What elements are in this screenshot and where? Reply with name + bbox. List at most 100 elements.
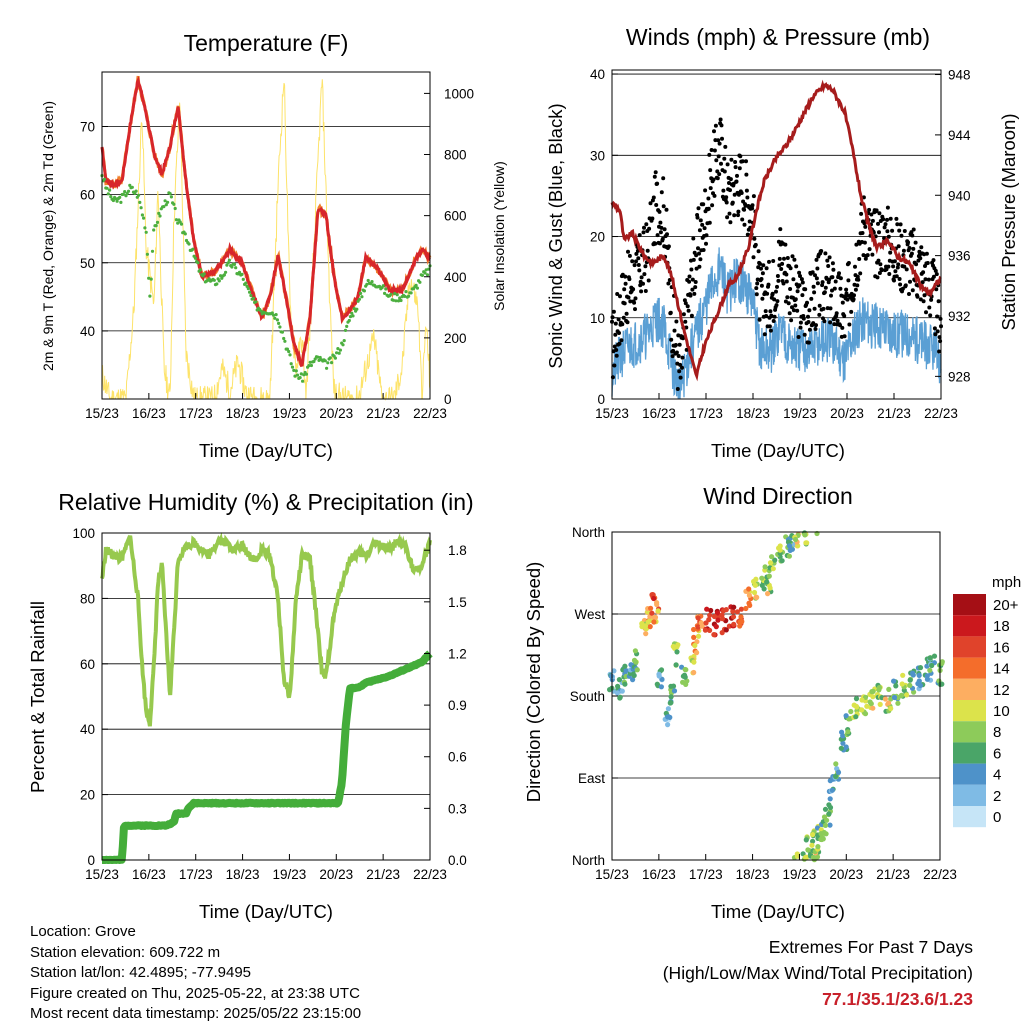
- dewpoint-point: [299, 372, 303, 376]
- dewpoint-point: [420, 273, 424, 277]
- colorbar-swatch: [953, 806, 986, 828]
- gust-point: [799, 277, 804, 282]
- dewpoint-point: [222, 273, 226, 277]
- gust-point: [671, 348, 676, 353]
- y-tick-label: South: [570, 689, 605, 704]
- gust-point: [811, 284, 816, 289]
- gust-point: [890, 228, 895, 233]
- gust-point: [894, 274, 899, 279]
- gust-point: [865, 253, 870, 258]
- direction-point: [840, 740, 846, 746]
- gust-point: [691, 236, 696, 241]
- direction-point: [876, 685, 883, 691]
- gust-point: [655, 233, 660, 238]
- dewpoint-point: [409, 291, 413, 295]
- gust-point: [935, 314, 940, 319]
- temperature-title: Temperature (F): [184, 30, 349, 56]
- gust-point: [931, 258, 936, 263]
- gust-point: [622, 301, 627, 306]
- gust-point: [846, 261, 851, 265]
- gust-point: [636, 256, 641, 261]
- gust-point: [895, 265, 900, 270]
- gust-point: [650, 216, 655, 221]
- gust-point: [919, 245, 924, 250]
- gust-point: [626, 295, 631, 300]
- humidity-plot-frame: [101, 532, 431, 861]
- colorbar-label: 20+: [993, 597, 1019, 614]
- dewpoint-point: [126, 189, 131, 193]
- gust-point: [614, 348, 619, 352]
- gust-point: [720, 136, 724, 141]
- gust-point: [755, 281, 760, 286]
- direction-point: [827, 822, 833, 828]
- gust-point: [642, 225, 646, 230]
- gust-point: [922, 293, 927, 298]
- direction-point: [822, 822, 829, 829]
- gust-point: [778, 227, 783, 232]
- y-tick-label-right: 200: [444, 331, 467, 346]
- direction-point: [655, 608, 661, 614]
- extremes-title: Extremes For Past 7 Days: [768, 937, 973, 957]
- gust-point: [688, 293, 693, 298]
- y-tick-label-right: 0.0: [448, 853, 467, 868]
- gust-point: [734, 179, 739, 184]
- dewpoint-point: [138, 200, 142, 204]
- gust-point: [658, 220, 663, 225]
- gust-point: [677, 369, 682, 374]
- x-tick-label: 18/23: [226, 406, 260, 421]
- gust-point: [681, 312, 686, 317]
- direction-point: [815, 844, 821, 850]
- gust-point: [933, 268, 938, 273]
- gust-point: [775, 284, 779, 289]
- gust-point: [853, 287, 858, 292]
- direction-point: [691, 626, 697, 633]
- direction-point: [869, 689, 875, 695]
- gust-point: [911, 227, 916, 232]
- gust-point: [759, 277, 764, 281]
- dewpoint-point: [317, 358, 321, 362]
- gust-point: [737, 166, 742, 171]
- gust-point: [781, 281, 786, 286]
- x-tick-label: 17/23: [179, 406, 213, 421]
- direction-point: [838, 745, 844, 751]
- gust-point: [791, 277, 796, 282]
- y-tick-label-right: 1.8: [448, 543, 467, 558]
- y-tick-label-right: 0: [444, 392, 452, 407]
- gust-point: [721, 188, 726, 193]
- gust-point: [764, 314, 769, 318]
- gust-point: [784, 279, 789, 284]
- dewpoint-point: [370, 280, 374, 284]
- gust-point: [780, 261, 785, 266]
- direction-point: [647, 624, 653, 630]
- dewpoint-point: [144, 230, 148, 234]
- dewpoint-point: [326, 361, 330, 365]
- gust-point: [682, 298, 687, 303]
- gust-point: [732, 213, 737, 218]
- gust-point: [791, 308, 796, 313]
- direction-point: [723, 627, 729, 633]
- gust-point: [870, 252, 875, 257]
- gust-point: [740, 159, 745, 164]
- gust-point: [786, 301, 791, 306]
- gust-point: [812, 306, 817, 311]
- gust-point: [695, 215, 700, 220]
- x-tick-label: 21/23: [876, 867, 910, 882]
- gust-point: [616, 317, 621, 322]
- direction-point: [767, 560, 774, 566]
- winds-ylabel: Sonic Wind & Gust (Blue, Black): [545, 103, 566, 368]
- y-tick-label-right: 1.2: [448, 646, 467, 661]
- gust-point: [915, 294, 920, 299]
- dewpoint-point: [347, 318, 351, 323]
- gust-point: [633, 296, 638, 301]
- gust-point: [770, 291, 775, 296]
- direction-point: [719, 630, 725, 636]
- gust-point: [768, 309, 773, 314]
- dewpoint-point: [389, 292, 393, 296]
- dewpoint-point: [147, 276, 151, 280]
- gust-point: [918, 297, 923, 302]
- dewpoint-point: [115, 199, 119, 203]
- direction-point: [651, 595, 657, 602]
- direction-point: [691, 634, 697, 641]
- y-tick-label-right: 928: [948, 369, 971, 384]
- gust-point: [622, 287, 627, 292]
